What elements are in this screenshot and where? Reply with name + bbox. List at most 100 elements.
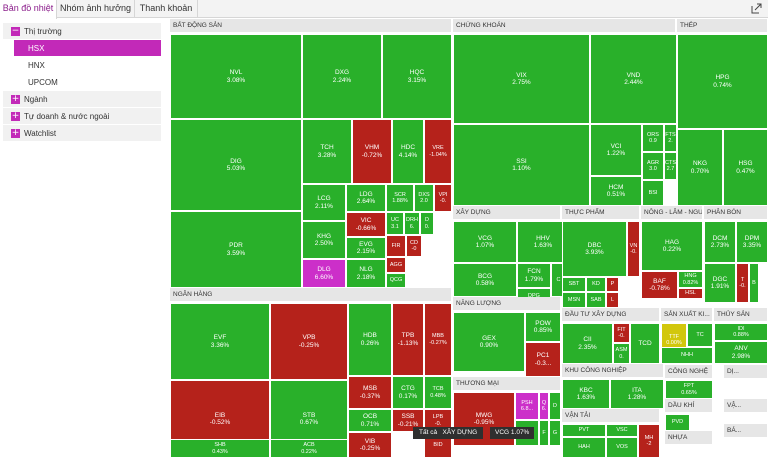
stock-tile[interactable]: ORS 0.9 xyxy=(642,124,664,152)
expand-icon[interactable] xyxy=(751,3,762,14)
stock-tile[interactable]: HNG 0.82% xyxy=(678,271,703,288)
sidebar-item-watchlist[interactable]: + Watchlist xyxy=(3,125,161,141)
stock-tile[interactable]: DIG 5.03% xyxy=(170,119,302,211)
stock-tile[interactable]: B xyxy=(749,263,759,303)
stock-tile[interactable]: BAF -0.78% xyxy=(641,271,678,299)
stock-tile[interactable]: LDG 2.64% xyxy=(346,184,386,212)
stock-tile[interactable]: SBT xyxy=(562,277,586,292)
stock-tile[interactable]: VSC xyxy=(606,424,638,437)
tab-liquidity[interactable]: Thanh khoản xyxy=(135,0,198,18)
sidebar-item-hsx[interactable]: HSX xyxy=(14,40,161,56)
stock-tile[interactable]: MBB -0.27% xyxy=(424,303,452,376)
sector-header[interactable]: THÉP xyxy=(677,19,768,32)
stock-tile[interactable]: PDR 3.59% xyxy=(170,211,302,288)
stock-tile[interactable]: VHM -0.72% xyxy=(352,119,392,184)
stock-tile[interactable]: BSI xyxy=(642,180,664,206)
sector-header[interactable]: BÁ... xyxy=(724,424,768,437)
sector-header[interactable]: VẬN TẢI xyxy=(562,409,660,422)
sidebar-item-upcom[interactable]: UPCOM xyxy=(28,77,58,87)
sector-header[interactable]: THỦY SẢN xyxy=(714,308,768,321)
stock-tile[interactable]: NKG 0.70% xyxy=(677,129,723,206)
stock-tile[interactable]: HCM 0.51% xyxy=(590,176,642,206)
sector-header[interactable]: THỰC PHẨM xyxy=(562,206,640,219)
stock-tile[interactable]: MSN xyxy=(562,292,586,308)
stock-tile[interactable]: CTG 0.17% xyxy=(392,376,424,409)
stock-tile[interactable]: VCI 1.22% xyxy=(590,124,642,176)
sector-header[interactable]: DẦU KHÍ xyxy=(665,399,713,412)
sector-header[interactable]: DỊ... xyxy=(724,365,768,378)
sector-header[interactable]: CHỨNG KHOÁN xyxy=(453,19,676,32)
tab-heatmap[interactable]: Bản đồ nhiệt xyxy=(0,0,57,19)
stock-tile[interactable]: EVF 3.36% xyxy=(170,303,270,380)
stock-tile[interactable]: VRE -1.04% xyxy=(424,119,452,184)
stock-tile[interactable]: DXG 2.24% xyxy=(302,34,382,119)
sector-header[interactable]: NHỰA xyxy=(665,431,713,444)
stock-tile[interactable]: POW 0.85% xyxy=(525,312,561,342)
stock-tile[interactable]: SCR 1.88% xyxy=(386,184,414,212)
sector-header[interactable]: THƯƠNG MẠI xyxy=(453,377,561,390)
stock-tile[interactable]: DBC 3.93% xyxy=(562,221,627,277)
stock-tile[interactable]: TCH 3.28% xyxy=(302,119,352,184)
stock-tile[interactable]: ASM 0. xyxy=(613,343,630,364)
stock-tile[interactable]: HHV 1.63% xyxy=(517,221,569,263)
stock-tile[interactable]: VN -0. xyxy=(627,221,640,277)
stock-tile[interactable]: DPM 3.35% xyxy=(736,221,768,263)
sector-header[interactable]: BẤT ĐỘNG SẢN xyxy=(170,19,452,32)
stock-tile[interactable]: VPI -0. xyxy=(434,184,452,212)
stock-tile[interactable]: VND 2.44% xyxy=(590,34,677,124)
stock-tile[interactable]: ANV 2.98% xyxy=(714,341,768,364)
stock-tile[interactable]: DLG 6.60% xyxy=(302,259,346,288)
stock-tile[interactable]: TCD xyxy=(630,323,660,364)
stock-tile[interactable]: L xyxy=(606,292,619,308)
stock-tile[interactable]: CTS 2.7 xyxy=(664,152,677,180)
stock-tile[interactable]: VIB -0.25% xyxy=(348,432,392,458)
stock-tile[interactable]: FTS 2. xyxy=(664,124,677,152)
stock-tile[interactable]: FPT 0.65% xyxy=(665,380,713,399)
tab-influence-group[interactable]: Nhóm ảnh hưởng xyxy=(57,0,135,18)
stock-tile[interactable]: HQC 3.15% xyxy=(382,34,452,119)
stock-tile[interactable]: NHH xyxy=(661,347,713,364)
stock-tile[interactable]: DCM 2.73% xyxy=(704,221,736,263)
stock-tile[interactable]: VPB -0.25% xyxy=(270,303,348,380)
stock-tile[interactable]: TC xyxy=(687,323,713,347)
sector-header[interactable]: XÂY DỰNG xyxy=(453,206,561,219)
stock-tile[interactable]: DXS 2.0 xyxy=(414,184,434,212)
stock-tile[interactable]: BCG 0.58% xyxy=(453,263,517,297)
stock-tile[interactable]: HDC 4.14% xyxy=(392,119,424,184)
stock-tile[interactable]: AGR 3.0 xyxy=(642,152,664,180)
stock-tile[interactable]: SSI 1.10% xyxy=(453,124,590,206)
stock-tile[interactable]: CD -0 xyxy=(406,235,422,257)
stock-tile[interactable]: HAH xyxy=(562,437,606,458)
sidebar-item-market[interactable]: − Thị trường xyxy=(3,23,161,39)
sector-header[interactable]: NĂNG LƯỢNG xyxy=(453,297,561,310)
stock-tile[interactable]: HSG 0.47% xyxy=(723,129,768,206)
stock-tile[interactable]: ACB 0.22% xyxy=(270,439,348,458)
stock-tile[interactable]: LCG 2.11% xyxy=(302,184,346,221)
stock-tile[interactable]: PSH 6.8... xyxy=(515,392,539,420)
stock-tile[interactable]: PVD xyxy=(665,414,690,431)
stock-tile[interactable]: P xyxy=(606,277,619,292)
stock-tile[interactable]: SAB xyxy=(586,292,606,308)
stock-tile[interactable]: KHG 2.50% xyxy=(302,221,346,259)
stock-tile[interactable]: KD xyxy=(586,277,606,292)
stock-tile[interactable]: VIX 2.75% xyxy=(453,34,590,124)
stock-tile[interactable]: FCN 1.79% xyxy=(517,263,551,288)
sidebar-item-hnx[interactable]: HNX xyxy=(28,60,45,70)
stock-tile[interactable]: MSB -0.37% xyxy=(348,376,392,409)
stock-tile[interactable]: AGG xyxy=(386,257,406,273)
stock-tile[interactable]: VCG 1.07% xyxy=(453,221,517,263)
stock-tile[interactable]: IDI 0.88% xyxy=(714,323,768,341)
sector-header[interactable]: KHU CÔNG NGHIỆP xyxy=(562,364,664,377)
sector-header[interactable]: NGÂN HÀNG xyxy=(170,288,452,301)
stock-tile[interactable]: MH -2 xyxy=(638,424,660,458)
stock-tile[interactable]: FIT -0. xyxy=(613,323,630,343)
stock-tile[interactable]: D xyxy=(549,392,561,420)
stock-tile[interactable]: NLG 2.18% xyxy=(346,259,386,288)
sector-header[interactable]: SẢN XUẤT KI... xyxy=(661,308,713,321)
stock-tile[interactable]: VOS xyxy=(606,437,638,458)
stock-tile[interactable]: GEX 0.90% xyxy=(453,312,525,372)
stock-tile[interactable]: PC1 -0.3... xyxy=(525,342,561,377)
stock-tile[interactable]: D 0. xyxy=(420,212,434,235)
stock-tile[interactable]: TPB -1.13% xyxy=(392,303,424,376)
sector-header[interactable]: VẬ... xyxy=(724,399,768,412)
